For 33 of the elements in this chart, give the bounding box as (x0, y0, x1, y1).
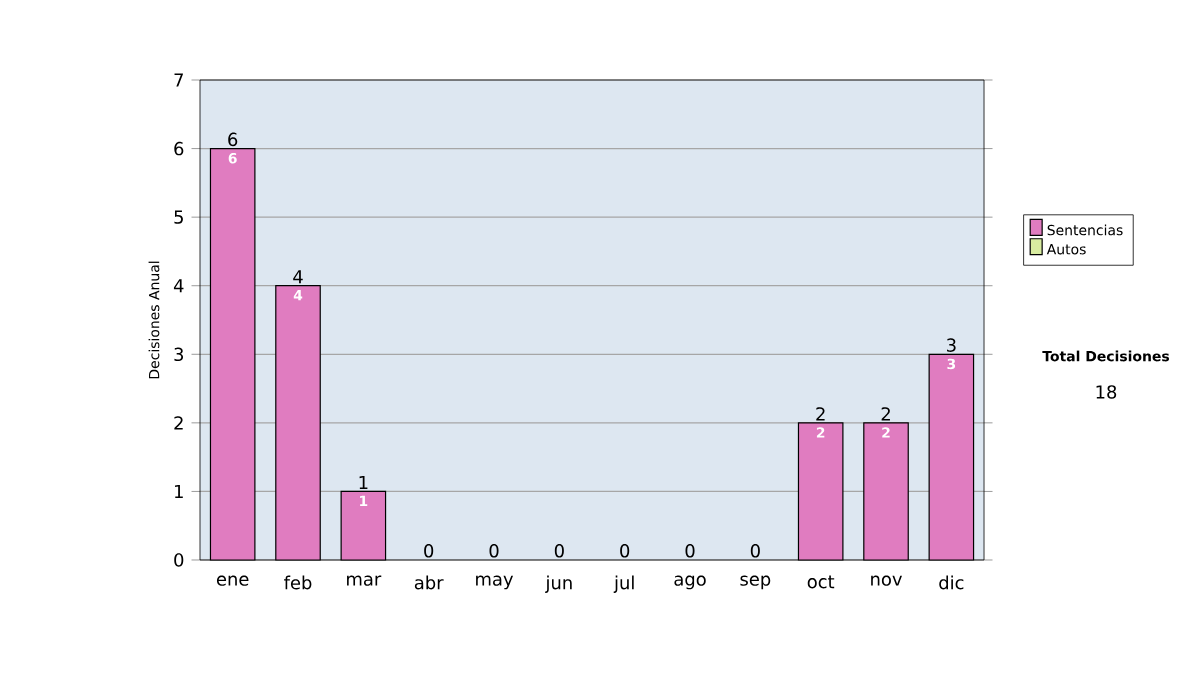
x-tick-label: feb (284, 575, 312, 590)
x-tick-label: jun (545, 575, 572, 593)
total-label: 6 (228, 132, 238, 147)
x-tick-label: ene (216, 575, 249, 586)
y-tick-label: 5 (174, 210, 183, 224)
x-tick-label: oct (807, 575, 835, 589)
total-label: 1 (359, 475, 368, 490)
x-tick-label: may (476, 575, 514, 590)
total-label: 0 (750, 544, 760, 558)
x-tick-label: dic (939, 575, 964, 590)
total-label: 3 (947, 338, 956, 352)
x-tick-label: abr (414, 575, 444, 590)
total-label: 0 (424, 544, 434, 558)
y-tick-label: 6 (174, 141, 184, 156)
total-label: 2 (816, 407, 825, 421)
x-tick-label: nov (871, 575, 902, 586)
y-tick-label: 3 (174, 347, 184, 362)
y-tick-label: 2 (174, 416, 183, 430)
y-tick-label: 1 (175, 484, 183, 498)
x-tick-label: ago (674, 575, 706, 590)
text: 18 (1096, 385, 1117, 399)
total-label: 4 (293, 270, 303, 284)
total-label: 0 (620, 544, 630, 558)
total-label: 0 (554, 544, 564, 558)
total-label: 0 (489, 544, 499, 558)
y-tick-label: 4 (173, 279, 184, 293)
x-tick-label: mar (347, 575, 382, 586)
y-tick-label: 0 (174, 553, 184, 567)
x-tick-label: sep (740, 575, 771, 590)
total-label: 2 (881, 407, 890, 421)
x-tick-label: jul (613, 575, 634, 593)
total-label: 0 (685, 544, 695, 558)
y-tick-label: 7 (174, 73, 183, 87)
